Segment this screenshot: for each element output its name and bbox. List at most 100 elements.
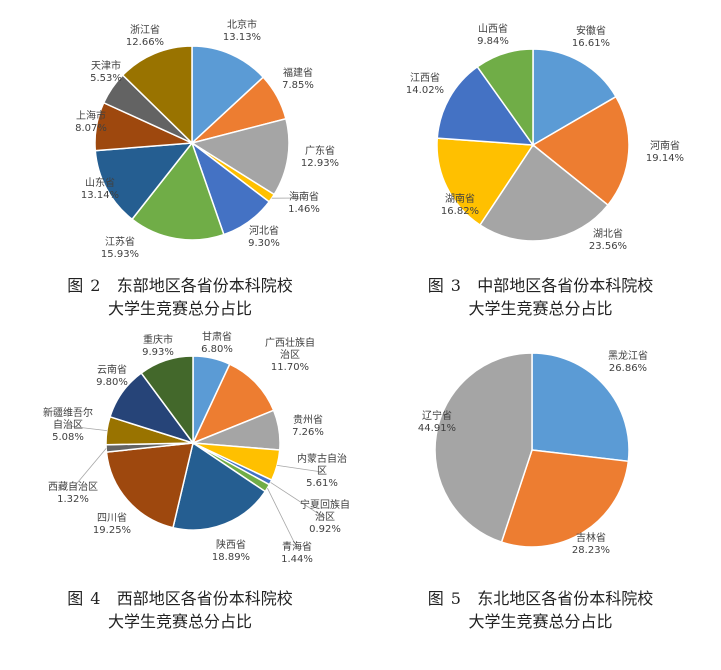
leader-line [277,465,323,473]
chart-northeast: 黑龙江省 26.86% 吉林省 28.23% 辽宁省 44.91% 图 5 东北地区各省份… [360,330,721,670]
slice-value-label: 18.89% [212,552,250,563]
slice-category-label: 贵州省 [293,413,323,426]
caption-line1: 西部地区各省份本科院校 [116,589,293,608]
leader-line [67,425,107,431]
slice-category-label: 江西省 [410,71,440,84]
slice-value-label: 9.80% [96,377,128,388]
slice-category-label: 浙江省 [130,23,160,36]
chart-west: 甘肃省 6.80% 广西壮族自 治区 11.70% 贵州省 7.26% 内蒙古自治区 5.61%… [0,330,360,670]
caption-line1: 东北地区各省份本科院校 [477,589,654,608]
slice-value-label: 8.07% [75,123,107,134]
pie-slice [172,441,267,531]
slice-category-label: 海南省 [289,190,319,203]
slice-category-label: 宁夏回族自 [300,498,350,511]
slice-category-label: 云南省 [97,363,127,376]
pie-west: 甘肃省6.80%广西壮族自治区11.70%贵州省7.26%内蒙古自治区5.61%… [43,330,350,565]
caption-central: 图 3 中部地区各省份本科院校 大学生竞赛总分占比 [360,274,721,320]
slice-value-label: 19.14% [646,153,684,164]
pie-slice [531,352,630,463]
slice-category-label: 内蒙古自治 [297,452,347,465]
pie-slice [436,65,535,146]
slice-category-label: 黑龙江省 [608,349,648,362]
leader-line [72,448,107,489]
slice-category-label: 河南省 [650,139,680,152]
slice-category-label: 四川省 [97,511,127,524]
caption-number: 图 3 [427,276,462,295]
leader-line [267,487,298,549]
pie-slice [190,117,290,196]
slice-category-label: 福建省 [283,66,313,79]
slice-category-label: 甘肃省 [202,330,232,343]
slice-value-label: 12.93% [301,158,339,169]
slice-value-label: 19.25% [93,525,131,536]
slice-category-label: 区 [317,465,327,477]
slice-category-label: 安徽省 [576,24,606,37]
caption-east: 图 2 东部地区各省份本科院校 大学生竞赛总分占比 [0,274,360,320]
slice-category-label: 陕西省 [216,538,246,551]
slice-category-label: 湖北省 [593,227,623,240]
caption-west: 图 4 西部地区各省份本科院校 大学生竞赛总分占比 [0,587,360,633]
slice-value-label: 23.56% [589,241,627,252]
caption-line2: 大学生竞赛总分占比 [468,299,613,318]
caption-line1: 东部地区各省份本科院校 [116,276,293,295]
slice-category-label: 西藏自治区 [48,480,98,493]
slice-category-label: 吉林省 [576,531,606,544]
slice-value-label: 5.61% [306,478,338,489]
pie-slice [532,48,617,147]
slice-category-label: 辽宁省 [422,409,452,422]
slice-value-label: 1.44% [281,554,313,565]
leader-line [270,482,326,519]
caption-number: 图 4 [67,589,102,608]
slice-value-label: 13.13% [223,32,261,43]
slice-value-label: 1.46% [288,204,320,215]
slice-value-label: 9.84% [477,36,509,47]
pie-slice [131,141,225,241]
slice-category-label: 青海省 [282,540,312,553]
pie-slice [191,45,265,145]
slice-value-label: 13.14% [81,190,119,201]
slice-value-label: 16.82% [441,206,479,217]
slice-category-label: 广西壮族自 [265,336,315,349]
pie-slice [531,95,630,207]
pie-slice [94,142,194,221]
slice-category-label: 天津市 [91,59,121,72]
slice-value-label: 26.86% [609,363,647,374]
pie-slice [476,48,534,148]
slice-value-label: 7.26% [292,427,324,438]
caption-number: 图 5 [427,589,462,608]
pie-slice [140,355,194,446]
slice-value-label: 28.23% [572,545,610,556]
slice-value-label: 9.93% [142,347,174,358]
slice-value-label: 16.61% [572,38,610,49]
slice-value-label: 5.53% [90,73,122,84]
chart-east: 北京市 13.13% 福建省 7.85% 广东省 12.93% 海南省 1.46% 河北省 9.3… [0,0,360,330]
slice-category-label: 湖南省 [445,192,475,205]
slice-category-label: 山西省 [478,22,508,35]
slice-value-label: 44.91% [418,423,456,434]
slice-value-label: 12.66% [126,37,164,48]
pie-slice [121,45,193,145]
